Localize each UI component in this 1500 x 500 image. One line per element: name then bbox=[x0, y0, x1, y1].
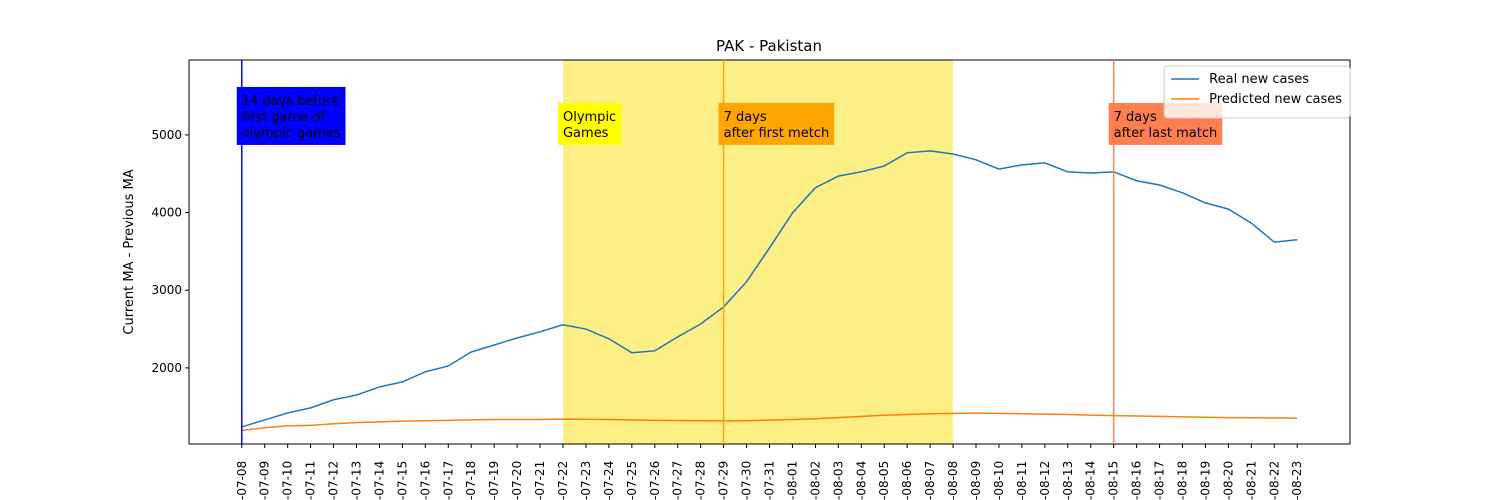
legend-label: Predicted new cases bbox=[1209, 92, 1342, 107]
y-tick-label: 5000 bbox=[151, 128, 182, 142]
x-tick-label: -07-23 bbox=[579, 461, 593, 500]
annotation-text: Olympic bbox=[563, 110, 616, 125]
x-tick-label: -08-12 bbox=[1038, 461, 1052, 500]
x-tick-label: -08-01 bbox=[785, 461, 799, 500]
x-tick-label: -08-21 bbox=[1244, 461, 1258, 500]
y-tick-label: 3000 bbox=[151, 283, 182, 297]
annotation-text: after last match bbox=[1114, 126, 1218, 141]
x-tick-label: -07-22 bbox=[556, 461, 570, 500]
x-tick-label: -08-16 bbox=[1130, 461, 1144, 500]
x-tick-label: -07-09 bbox=[258, 461, 272, 500]
annotation-text: first game of bbox=[242, 110, 326, 125]
y-axis-label: Current MA - Previous MA bbox=[122, 169, 137, 334]
annotation-text: 7 days bbox=[724, 110, 767, 125]
x-tick-label: -08-17 bbox=[1153, 461, 1167, 500]
annotation-text: olympic games bbox=[242, 126, 341, 141]
x-tick-label: -07-10 bbox=[281, 461, 295, 500]
x-tick-label: -07-24 bbox=[602, 461, 616, 500]
x-tick-label: -08-20 bbox=[1221, 461, 1235, 500]
x-tick-label: -08-22 bbox=[1267, 461, 1281, 500]
x-tick-label: -07-19 bbox=[487, 461, 501, 500]
annotation-text: 14 days before bbox=[242, 94, 339, 109]
x-tick-label: -07-21 bbox=[533, 461, 547, 500]
legend: Real new cases Predicted new cases bbox=[1163, 65, 1351, 119]
x-tick-label: -08-06 bbox=[900, 461, 914, 500]
x-tick-label: -07-27 bbox=[671, 461, 685, 500]
x-tick-label: -08-04 bbox=[854, 461, 868, 500]
y-tick-label: 2000 bbox=[151, 361, 182, 375]
x-tick-label: -08-13 bbox=[1061, 461, 1075, 500]
x-tick-label: -07-30 bbox=[740, 461, 754, 500]
x-tick-label: -08-19 bbox=[1198, 461, 1212, 500]
x-tick-label: -08-14 bbox=[1084, 461, 1098, 500]
x-tick-label: -07-11 bbox=[304, 461, 318, 500]
x-tick-label: -07-18 bbox=[464, 461, 478, 500]
x-tick-label: -07-13 bbox=[349, 461, 363, 500]
legend-box bbox=[1163, 65, 1351, 119]
x-tick-label: -07-25 bbox=[625, 461, 639, 500]
x-tick-label: -07-14 bbox=[372, 461, 386, 500]
x-tick-label: -08-11 bbox=[1015, 461, 1029, 500]
x-tick-label: -08-23 bbox=[1290, 461, 1304, 500]
annotation-box bbox=[236, 86, 346, 145]
y-tick-label: 4000 bbox=[151, 206, 182, 220]
x-tick-label: -07-28 bbox=[694, 461, 708, 500]
x-tick-label: -08-09 bbox=[969, 461, 983, 500]
x-tick-label: -07-20 bbox=[510, 461, 524, 500]
x-tick-label: -08-18 bbox=[1176, 461, 1190, 500]
annotation-text: 7 days bbox=[1114, 110, 1157, 125]
annotation-text: after first metch bbox=[724, 126, 830, 141]
legend-label: Real new cases bbox=[1209, 72, 1309, 87]
series-line bbox=[241, 412, 1298, 432]
annotation-box bbox=[718, 102, 835, 145]
x-tick-label: -07-15 bbox=[395, 461, 409, 500]
chart-title: PAK - Pakistan bbox=[716, 37, 822, 55]
annotation-box bbox=[557, 102, 622, 145]
x-tick-label: -07-31 bbox=[763, 461, 777, 500]
x-tick-label: -07-08 bbox=[235, 461, 249, 500]
x-tick-label: -08-15 bbox=[1107, 461, 1121, 500]
x-tick-label: -07-12 bbox=[327, 461, 341, 500]
x-tick-label: -08-07 bbox=[923, 461, 937, 500]
x-tick-label: -08-10 bbox=[992, 461, 1006, 500]
x-tick-label: -07-17 bbox=[441, 461, 455, 500]
x-tick-label: -08-03 bbox=[831, 461, 845, 500]
x-tick-label: -07-29 bbox=[717, 461, 731, 500]
series-line bbox=[241, 150, 1298, 428]
x-tick-label: -08-02 bbox=[808, 461, 822, 500]
x-tick-label: -07-16 bbox=[418, 461, 432, 500]
x-tick-label: -08-05 bbox=[877, 461, 891, 500]
annotation-text: Games bbox=[563, 126, 609, 141]
x-tick-label: -07-26 bbox=[648, 461, 662, 500]
x-tick-label: -08-08 bbox=[946, 461, 960, 500]
